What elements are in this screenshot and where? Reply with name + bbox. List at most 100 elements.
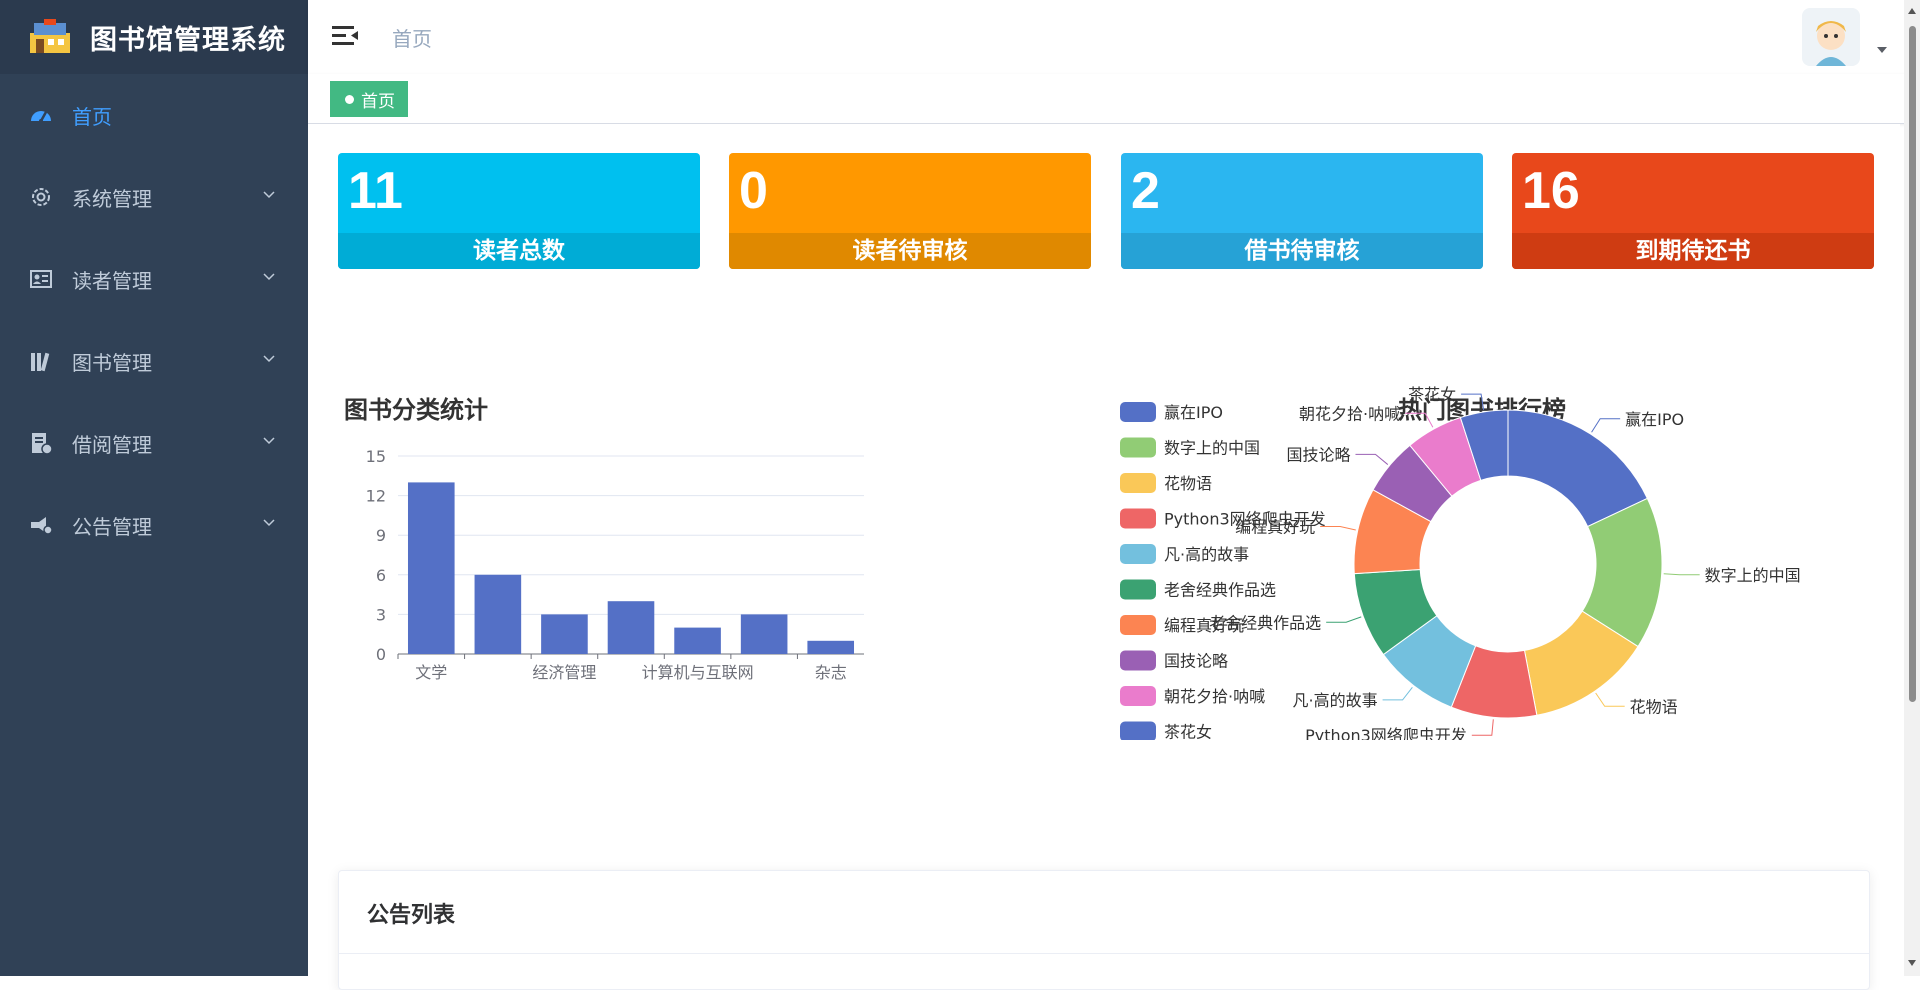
stat-value: 16 bbox=[1522, 162, 1580, 220]
stat-value: 2 bbox=[1131, 162, 1160, 220]
brand[interactable]: 图书馆管理系统 bbox=[0, 0, 308, 74]
y-tick-label: 9 bbox=[376, 526, 386, 545]
slice-label: 国技论略 bbox=[1286, 445, 1350, 464]
caret-down-icon[interactable] bbox=[1876, 46, 1888, 54]
slice-label: 数字上的中国 bbox=[1705, 566, 1801, 585]
chevron-down-icon bbox=[263, 437, 275, 445]
page-scrollbar[interactable] bbox=[1904, 0, 1920, 976]
legend-swatch[interactable] bbox=[1120, 437, 1156, 458]
slice-label: 茶花女 bbox=[1408, 385, 1456, 404]
x-tick-label: 文学 bbox=[415, 663, 447, 682]
navbar: 首页 bbox=[308, 0, 1920, 74]
sidebar-item-label: 借阅管理 bbox=[72, 432, 152, 457]
x-tick-label: 杂志 bbox=[815, 663, 847, 682]
y-tick-label: 15 bbox=[366, 447, 386, 466]
scrollbar-thumb[interactable] bbox=[1909, 26, 1916, 702]
legend-swatch[interactable] bbox=[1120, 721, 1156, 741]
slice-label: 赢在IPO bbox=[1625, 410, 1684, 429]
slice-label: 朝花夕拾·呐喊 bbox=[1299, 404, 1400, 423]
x-tick-label: 经济管理 bbox=[532, 663, 596, 682]
chevron-down-icon bbox=[263, 191, 275, 199]
label-line bbox=[1471, 719, 1494, 736]
legend-swatch[interactable] bbox=[1120, 473, 1156, 493]
y-tick-label: 0 bbox=[376, 645, 386, 664]
y-tick-label: 6 bbox=[376, 566, 386, 585]
slice-label: 老舍经典作品选 bbox=[1209, 613, 1321, 632]
slice-label: 编程真好玩 bbox=[1235, 517, 1315, 536]
bar[interactable] bbox=[807, 640, 855, 654]
stat-value: 0 bbox=[739, 162, 768, 220]
sidebar: 图书馆管理系统 首页系统管理 读者管理图书管理借阅管理公告管理 bbox=[0, 0, 308, 976]
scroll-down-icon[interactable] bbox=[1907, 958, 1917, 968]
legend-swatch[interactable] bbox=[1120, 615, 1156, 635]
y-tick-label: 3 bbox=[376, 605, 386, 624]
scroll-up-icon[interactable] bbox=[1907, 6, 1917, 16]
bar[interactable] bbox=[541, 614, 588, 654]
sidebar-item-2[interactable]: 读者管理 bbox=[0, 238, 308, 320]
hamburger-menu-icon[interactable] bbox=[332, 24, 358, 48]
bar[interactable] bbox=[607, 601, 655, 654]
stat-label: 读者待审核 bbox=[729, 233, 1091, 269]
label-line bbox=[1382, 686, 1413, 701]
sidebar-item-5[interactable]: 公告管理 bbox=[0, 484, 308, 566]
dashboard-main: 11 读者总数 0 读者待审核 2 借书待审核 16 到期待还书 图书分类统计 0 3 6 9 12 1… bbox=[308, 124, 1900, 990]
legend-label: 朝花夕拾·呐喊 bbox=[1164, 687, 1265, 706]
stat-label: 读者总数 bbox=[338, 233, 700, 269]
stat-label: 借书待审核 bbox=[1121, 233, 1483, 269]
popular-books-donut-chart: 赢在IPO数字上的中国花物语Python3网络爬虫开发凡·高的故事老舍经典作品选… bbox=[1120, 385, 1801, 741]
sidebar-item-1[interactable]: 系统管理 bbox=[0, 156, 308, 238]
tags-view: 首页 bbox=[308, 74, 1920, 124]
legend-swatch[interactable] bbox=[1120, 544, 1156, 564]
label-line bbox=[1591, 418, 1621, 433]
bar-chart-title: 图书分类统计 bbox=[344, 396, 488, 424]
chevron-down-icon bbox=[263, 519, 275, 527]
bar[interactable] bbox=[740, 614, 788, 654]
sidebar-item-0[interactable]: 首页 bbox=[0, 74, 308, 156]
borrow-icon bbox=[28, 430, 54, 456]
user-avatar[interactable] bbox=[1802, 8, 1860, 66]
notice-title: 公告列表 bbox=[367, 903, 456, 928]
tag-label: 首页 bbox=[361, 91, 395, 112]
sidebar-item-3[interactable]: 图书管理 bbox=[0, 320, 308, 402]
active-dot-icon bbox=[345, 94, 354, 104]
label-line bbox=[1320, 525, 1356, 531]
bar[interactable] bbox=[674, 627, 721, 654]
gear-icon bbox=[28, 184, 54, 210]
legend-label: 茶花女 bbox=[1164, 723, 1212, 741]
bar[interactable] bbox=[407, 482, 455, 654]
label-line bbox=[1595, 692, 1625, 707]
app-title: 图书馆管理系统 bbox=[90, 24, 286, 56]
tag-home[interactable]: 首页 bbox=[330, 81, 408, 117]
stat-value: 11 bbox=[348, 162, 403, 220]
notice-panel: 公告列表 bbox=[338, 870, 1870, 990]
legend-swatch[interactable] bbox=[1120, 650, 1156, 671]
dashboard-icon bbox=[28, 102, 54, 128]
sidebar-item-4[interactable]: 借阅管理 bbox=[0, 402, 308, 484]
x-tick-label: 计算机与互联网 bbox=[642, 663, 754, 682]
legend-swatch[interactable] bbox=[1120, 579, 1156, 600]
label-line bbox=[1355, 453, 1389, 465]
legend-label: 国技论略 bbox=[1164, 652, 1228, 671]
stat-label: 到期待还书 bbox=[1512, 233, 1874, 269]
legend-label: 赢在IPO bbox=[1164, 403, 1223, 422]
books-icon bbox=[28, 348, 54, 374]
legend-label: 数字上的中国 bbox=[1164, 439, 1260, 458]
label-line bbox=[1326, 616, 1362, 623]
stat-card-3[interactable]: 16 到期待还书 bbox=[1512, 153, 1874, 269]
legend-swatch[interactable] bbox=[1120, 686, 1156, 706]
slice-label: 凡·高的故事 bbox=[1292, 691, 1377, 710]
sidebar-item-label: 首页 bbox=[72, 104, 112, 129]
donut-slice[interactable] bbox=[1459, 409, 1509, 481]
legend-swatch[interactable] bbox=[1120, 508, 1156, 529]
stat-card-2[interactable]: 2 借书待审核 bbox=[1121, 153, 1483, 269]
label-line bbox=[1461, 393, 1485, 410]
stat-card-1[interactable]: 0 读者待审核 bbox=[729, 153, 1091, 269]
sidebar-item-label: 图书管理 bbox=[72, 350, 152, 375]
breadcrumb[interactable]: 首页 bbox=[392, 27, 432, 51]
slice-label: Python3网络爬虫开发 bbox=[1305, 726, 1467, 740]
bar[interactable] bbox=[474, 574, 522, 654]
stat-card-0[interactable]: 11 读者总数 bbox=[338, 153, 700, 269]
legend-swatch[interactable] bbox=[1120, 402, 1156, 422]
legend-label: 编程真好玩 bbox=[1164, 616, 1244, 635]
chevron-down-icon bbox=[263, 273, 275, 281]
